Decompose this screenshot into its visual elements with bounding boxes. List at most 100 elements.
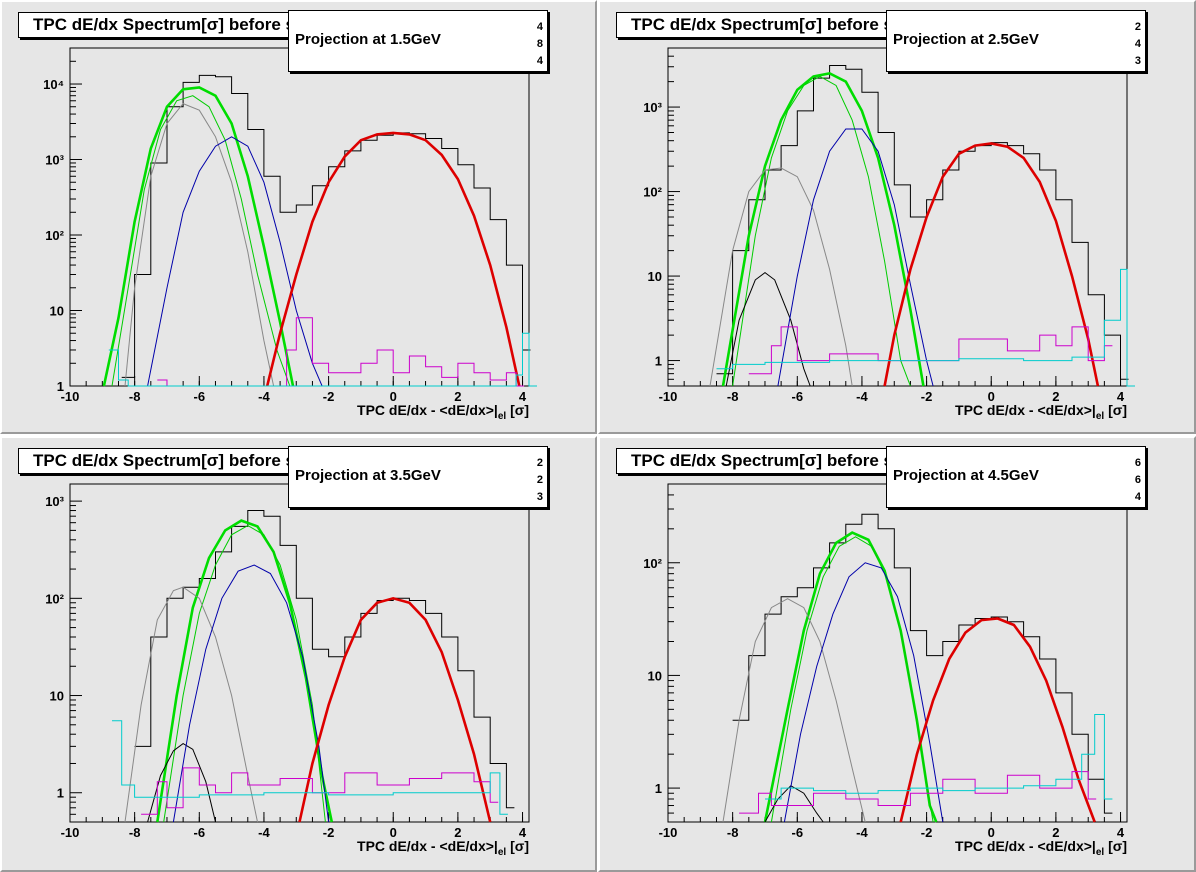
x-tick-label: -10 <box>61 825 80 840</box>
y-tick-label: 10² <box>45 591 64 606</box>
stats-value: 3 <box>536 491 543 503</box>
x-tick-label: 2 <box>454 389 461 404</box>
y-tick-label: 10² <box>643 556 662 571</box>
stats-label: Projection at 3.5GeV <box>295 467 441 484</box>
x-tick-label: -2 <box>323 825 335 840</box>
stats-values: 4 8 4 <box>537 19 543 70</box>
y-tick-label: 10³ <box>643 100 662 115</box>
series-line-4 <box>147 136 323 387</box>
stats-values: 2 2 3 <box>537 455 543 506</box>
series-line-2 <box>163 525 326 823</box>
y-tick-label: 1 <box>57 379 64 394</box>
y-tick-label: 10 <box>50 304 64 319</box>
stats-value: 4 <box>1134 38 1141 50</box>
series-line-2 <box>111 95 291 387</box>
series-line-6 <box>883 142 1100 387</box>
stats-label: Projection at 4.5GeV <box>893 467 1039 484</box>
stats-value: 4 <box>536 55 543 67</box>
plot-title: TPC dE/dx Spectrum[σ] before selection <box>18 448 375 474</box>
x-tick-label: 2 <box>1052 825 1059 840</box>
plot-pad-1: -10 -8 -6 -4 -2 0 2 4 1 10 10² 10³ 10⁴ TPC dE/dx - <d… <box>0 0 597 434</box>
x-tick-label: -10 <box>659 825 678 840</box>
x-axis-label: TPC dE/dx - <dE/dx>|el [σ] <box>955 838 1127 858</box>
stats-box: Projection at 2.5GeV 2 4 3 <box>886 10 1146 72</box>
x-tick-label: -8 <box>129 825 141 840</box>
y-tick-label: 10³ <box>45 153 64 168</box>
series-line-1 <box>156 519 334 823</box>
stats-label: Projection at 1.5GeV <box>295 31 441 48</box>
plot-canvas: -10 -8 -6 -4 -2 0 2 4 1 10 10² 10³ TPC dE/dx - <dE/d… <box>643 47 1135 422</box>
series-line-4 <box>147 743 216 823</box>
y-tick-label: 10² <box>643 185 662 200</box>
stats-box: Projection at 3.5GeV 2 2 3 <box>288 446 548 508</box>
y-tick-label: 10 <box>50 689 64 704</box>
stats-values: 2 4 3 <box>1135 19 1141 70</box>
series-line-2 <box>770 536 934 823</box>
x-tick-label: 4 <box>1117 825 1125 840</box>
x-tick-label: -4 <box>258 389 270 404</box>
series-line-8 <box>716 268 1135 387</box>
series-line-1 <box>721 72 925 387</box>
x-tick-label: 2 <box>454 825 461 840</box>
stats-value: 6 <box>1134 457 1141 469</box>
x-tick-label: -4 <box>856 389 868 404</box>
series-line-1 <box>102 86 295 387</box>
series-line-4 <box>764 785 824 823</box>
x-axis-label: TPC dE/dx - <dE/dx>|el [σ] <box>357 402 529 422</box>
series-line-5 <box>783 562 944 823</box>
x-tick-label: -6 <box>194 825 206 840</box>
series-line-5 <box>777 128 934 387</box>
x-tick-label: 4 <box>519 389 527 404</box>
x-tick-label: -2 <box>921 825 933 840</box>
y-tick-label: 1 <box>655 781 662 796</box>
stats-value: 2 <box>1134 21 1141 33</box>
y-tick-label: 10³ <box>45 494 64 509</box>
plot-canvas: -10 -8 -6 -4 -2 0 2 4 1 10 10² 10³ 10⁴ TPC dE/dx - <d… <box>43 47 537 422</box>
plot-canvas: -10 -8 -6 -4 -2 0 2 4 1 10 10² 10³ TPC dE/dx - <dE/d… <box>45 483 530 858</box>
x-tick-label: 0 <box>390 389 397 404</box>
x-tick-label: -10 <box>61 389 80 404</box>
x-tick-label: 0 <box>390 825 397 840</box>
series-line-7 <box>748 326 1113 375</box>
x-tick-label: 4 <box>519 825 527 840</box>
series-line-6 <box>157 317 525 387</box>
stats-box: Projection at 4.5GeV 6 6 4 <box>886 446 1146 508</box>
x-tick-label: -2 <box>323 389 335 404</box>
series-line-3 <box>124 586 258 823</box>
series-line-5 <box>265 131 521 387</box>
stats-value: 8 <box>536 38 543 50</box>
series-line-3 <box>709 167 853 387</box>
y-tick-label: 1 <box>655 354 662 369</box>
x-tick-label: 0 <box>988 825 995 840</box>
x-tick-label: -8 <box>727 389 739 404</box>
stats-values: 6 6 4 <box>1135 455 1141 506</box>
stats-value: 2 <box>536 474 543 486</box>
x-tick-label: -10 <box>659 389 678 404</box>
series-line-0 <box>716 65 1129 380</box>
y-tick-label: 1 <box>57 786 64 801</box>
series-line-0 <box>134 510 515 809</box>
series-line-2 <box>732 75 911 387</box>
y-tick-label: 10 <box>648 269 662 284</box>
y-tick-label: 10² <box>45 228 64 243</box>
plot-pad-4: -10 -8 -6 -4 -2 0 2 4 1 10 10² TPC dE/dx - <dE/dx>|… <box>598 436 1196 872</box>
x-tick-label: -6 <box>792 389 804 404</box>
x-tick-label: -4 <box>258 825 270 840</box>
stats-value: 2 <box>536 457 543 469</box>
series-line-7 <box>141 767 499 815</box>
x-axis-label: TPC dE/dx - <dE/dx>|el [σ] <box>955 402 1127 422</box>
plot-frame <box>69 47 530 387</box>
series-line-7 <box>739 771 1097 814</box>
x-axis-label: TPC dE/dx - <dE/dx>|el [σ] <box>357 838 529 858</box>
stats-value: 4 <box>1134 491 1141 503</box>
x-tick-label: -6 <box>792 825 804 840</box>
stats-value: 3 <box>1134 55 1141 67</box>
x-tick-label: -2 <box>921 389 933 404</box>
series-line-7 <box>108 332 537 387</box>
series-line-5 <box>172 564 330 823</box>
plot-frame <box>667 47 1128 387</box>
series-line-8 <box>765 714 1113 800</box>
x-tick-label: -4 <box>856 825 868 840</box>
x-tick-label: -8 <box>727 825 739 840</box>
series-line-8 <box>112 720 508 815</box>
